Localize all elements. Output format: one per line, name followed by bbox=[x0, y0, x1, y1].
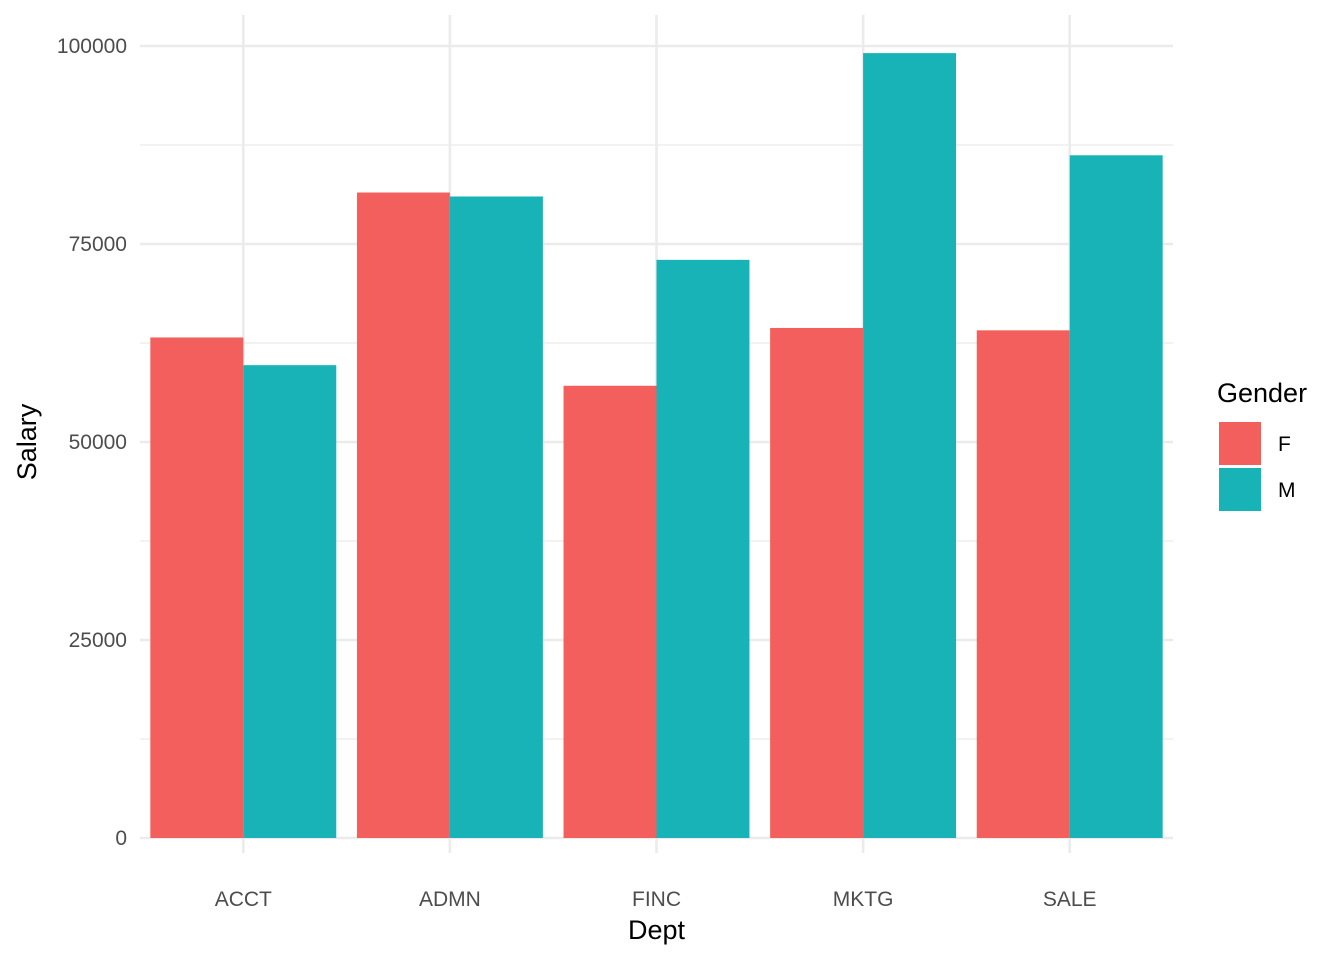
bar-sale-f bbox=[976, 330, 1070, 838]
x-tick-label: ACCT bbox=[215, 888, 272, 911]
x-axis-ticks: ACCT ADMN FINC MKTG SALE bbox=[215, 888, 1097, 911]
bar-sale-m bbox=[1069, 155, 1163, 838]
bar-admn-f bbox=[356, 192, 450, 838]
y-axis-title: Salary bbox=[12, 403, 42, 480]
bar-admn-m bbox=[449, 196, 543, 839]
legend-title: Gender bbox=[1217, 378, 1307, 408]
legend-key-f bbox=[1219, 422, 1261, 465]
bar-mktg-f bbox=[770, 327, 864, 838]
y-tick-label: 25000 bbox=[69, 629, 127, 652]
y-axis-ticks: 0 25000 50000 75000 100000 bbox=[57, 35, 127, 850]
legend-label: M bbox=[1278, 479, 1296, 502]
y-tick-label: 75000 bbox=[69, 233, 127, 256]
y-tick-label: 50000 bbox=[69, 431, 127, 454]
bars bbox=[150, 53, 1163, 839]
x-tick-label: SALE bbox=[1043, 888, 1097, 911]
legend: Gender FM bbox=[1217, 378, 1307, 511]
legend-key-m bbox=[1219, 468, 1261, 511]
x-tick-label: ADMN bbox=[419, 888, 481, 911]
bar-acct-m bbox=[243, 365, 337, 838]
x-axis-title: Dept bbox=[628, 915, 686, 945]
bar-finc-f bbox=[563, 385, 657, 838]
bar-acct-f bbox=[150, 337, 244, 838]
bar-mktg-m bbox=[863, 53, 957, 839]
x-tick-label: MKTG bbox=[833, 888, 894, 911]
bar-finc-m bbox=[656, 259, 750, 839]
legend-label: F bbox=[1278, 433, 1291, 456]
y-tick-label: 100000 bbox=[57, 35, 127, 58]
x-tick-label: FINC bbox=[632, 888, 681, 911]
y-tick-label: 0 bbox=[115, 827, 127, 850]
